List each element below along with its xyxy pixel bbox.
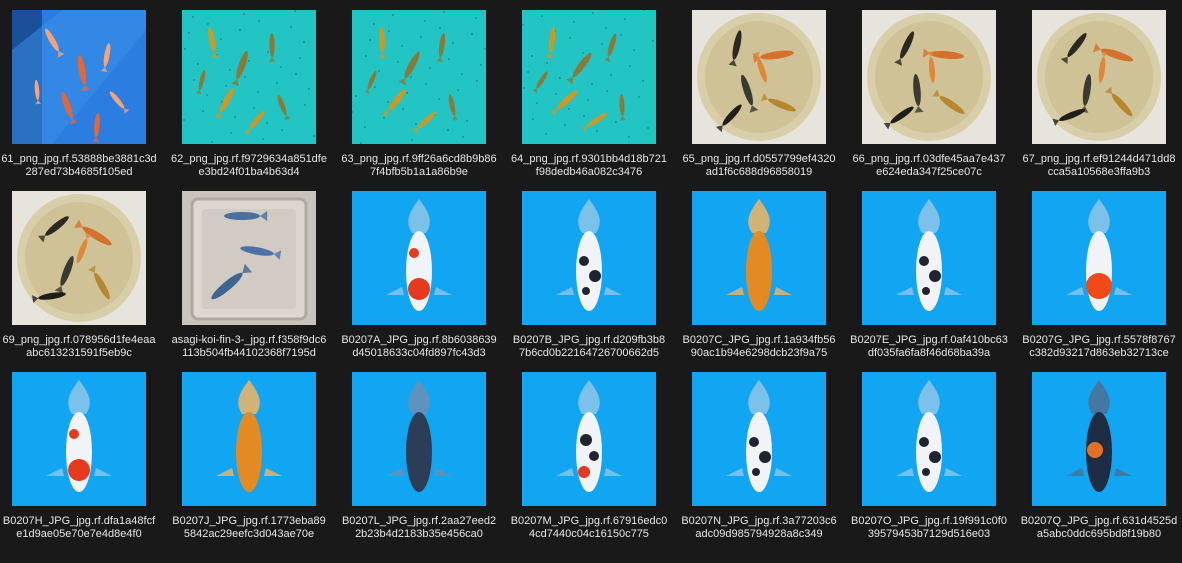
- file-tile[interactable]: B0207N_JPG_jpg.rf.3a77203c6adc09d9857949…: [680, 362, 850, 548]
- file-name-label[interactable]: B0207J_JPG_jpg.rf.1773eba895842ac29eefc3…: [172, 515, 326, 540]
- fish-bowl-thumbnail[interactable]: [862, 10, 996, 144]
- fish-tank-thumbnail[interactable]: [12, 10, 146, 144]
- file-tile[interactable]: 64_png_jpg.rf.9301bb4d18b721f98dedb46a08…: [510, 0, 680, 186]
- fish-bowl-thumbnail[interactable]: [12, 191, 146, 325]
- file-name-label[interactable]: 65_png_jpg.rf.d0557799ef4320ad1f6c688d96…: [682, 153, 836, 178]
- koi-thumbnail[interactable]: [1032, 191, 1166, 325]
- file-name-label[interactable]: 67_png_jpg.rf.ef91244d471dd8cca5a10568e3…: [1022, 153, 1176, 178]
- file-tile[interactable]: 63_png_jpg.rf.9ff26a6cd8b9b867f4bfb5b1a1…: [340, 0, 510, 186]
- file-tile[interactable]: 62_png_jpg.rf.f9729634a851dfee3bd24f01ba…: [170, 0, 340, 186]
- file-name-label[interactable]: B0207O_JPG_jpg.rf.19f991c0f039579453b712…: [851, 515, 1007, 540]
- file-name-label[interactable]: 62_png_jpg.rf.f9729634a851dfee3bd24f01ba…: [171, 153, 327, 178]
- file-tile[interactable]: asagi-koi-fin-3-_jpg.rf.f358f9dc6113b504…: [170, 181, 340, 367]
- koi-tub-thumbnail[interactable]: [182, 191, 316, 325]
- file-tile[interactable]: B0207A_JPG_jpg.rf.8b6038639d45018633c04f…: [340, 181, 510, 367]
- file-tile[interactable]: B0207C_JPG_jpg.rf.1a934fb5690ac1b94e6298…: [680, 181, 850, 367]
- file-tile[interactable]: B0207B_JPG_jpg.rf.d209fb3b87b6cd0b221647…: [510, 181, 680, 367]
- file-tile[interactable]: B0207M_JPG_jpg.rf.67916edc04cd7440c04c16…: [510, 362, 680, 548]
- koi-thumbnail[interactable]: [352, 372, 486, 506]
- koi-thumbnail[interactable]: [862, 191, 996, 325]
- file-tile[interactable]: B0207J_JPG_jpg.rf.1773eba895842ac29eefc3…: [170, 362, 340, 548]
- file-name-label[interactable]: 63_png_jpg.rf.9ff26a6cd8b9b867f4bfb5b1a1…: [341, 153, 497, 178]
- koi-thumbnail[interactable]: [1032, 372, 1166, 506]
- fish-pool-thumbnail[interactable]: [182, 10, 316, 144]
- file-tile[interactable]: B0207G_JPG_jpg.rf.5578f8767c382d93217d86…: [1020, 181, 1182, 367]
- file-name-label[interactable]: B0207Q_JPG_jpg.rf.631d4525da5abc0ddc695b…: [1020, 515, 1178, 540]
- file-tile[interactable]: 69_png_jpg.rf.078956d1fe4eaaabc613231591…: [0, 181, 170, 367]
- file-name-label[interactable]: 61_png_jpg.rf.53888be3881c3d287ed73b4685…: [1, 153, 157, 178]
- fish-pool-thumbnail[interactable]: [352, 10, 486, 144]
- file-name-label[interactable]: 64_png_jpg.rf.9301bb4d18b721f98dedb46a08…: [511, 153, 667, 178]
- koi-thumbnail[interactable]: [692, 191, 826, 325]
- file-tile[interactable]: B0207L_JPG_jpg.rf.2aa27eed22b23b4d2183b3…: [340, 362, 510, 548]
- file-name-label[interactable]: B0207B_JPG_jpg.rf.d209fb3b87b6cd0b221647…: [512, 334, 666, 359]
- file-name-label[interactable]: B0207L_JPG_jpg.rf.2aa27eed22b23b4d2183b3…: [341, 515, 497, 540]
- file-name-label[interactable]: asagi-koi-fin-3-_jpg.rf.f358f9dc6113b504…: [171, 334, 327, 359]
- file-tile[interactable]: 67_png_jpg.rf.ef91244d471dd8cca5a10568e3…: [1020, 0, 1182, 186]
- koi-thumbnail[interactable]: [522, 372, 656, 506]
- file-name-label[interactable]: B0207N_JPG_jpg.rf.3a77203c6adc09d9857949…: [681, 515, 837, 540]
- fish-pool-thumbnail[interactable]: [522, 10, 656, 144]
- fish-bowl-thumbnail[interactable]: [1032, 10, 1166, 144]
- file-tile[interactable]: B0207H_JPG_jpg.rf.dfa1a48fcfe1d9ae05e70e…: [0, 362, 170, 548]
- file-name-label[interactable]: B0207G_JPG_jpg.rf.5578f8767c382d93217d86…: [1022, 334, 1176, 359]
- file-tile[interactable]: 66_png_jpg.rf.03dfe45aa7e437e624eda347f2…: [850, 0, 1020, 186]
- koi-thumbnail[interactable]: [862, 372, 996, 506]
- file-name-label[interactable]: B0207M_JPG_jpg.rf.67916edc04cd7440c04c16…: [510, 515, 668, 540]
- file-name-label[interactable]: B0207H_JPG_jpg.rf.dfa1a48fcfe1d9ae05e70e…: [2, 515, 156, 540]
- file-tile[interactable]: 61_png_jpg.rf.53888be3881c3d287ed73b4685…: [0, 0, 170, 186]
- file-name-label[interactable]: 69_png_jpg.rf.078956d1fe4eaaabc613231591…: [2, 334, 156, 359]
- file-name-label[interactable]: 66_png_jpg.rf.03dfe45aa7e437e624eda347f2…: [852, 153, 1006, 178]
- koi-thumbnail[interactable]: [12, 372, 146, 506]
- file-tile[interactable]: B0207E_JPG_jpg.rf.0af410bc63df035fa6fa8f…: [850, 181, 1020, 367]
- fish-bowl-thumbnail[interactable]: [692, 10, 826, 144]
- file-name-label[interactable]: B0207A_JPG_jpg.rf.8b6038639d45018633c04f…: [341, 334, 497, 359]
- file-tile[interactable]: B0207Q_JPG_jpg.rf.631d4525da5abc0ddc695b…: [1020, 362, 1182, 548]
- koi-thumbnail[interactable]: [522, 191, 656, 325]
- file-tile[interactable]: 65_png_jpg.rf.d0557799ef4320ad1f6c688d96…: [680, 0, 850, 186]
- file-name-label[interactable]: B0207C_JPG_jpg.rf.1a934fb5690ac1b94e6298…: [682, 334, 836, 359]
- file-tile[interactable]: B0207O_JPG_jpg.rf.19f991c0f039579453b712…: [850, 362, 1020, 548]
- koi-thumbnail[interactable]: [352, 191, 486, 325]
- file-name-label[interactable]: B0207E_JPG_jpg.rf.0af410bc63df035fa6fa8f…: [850, 334, 1008, 359]
- koi-thumbnail[interactable]: [692, 372, 826, 506]
- koi-thumbnail[interactable]: [182, 372, 316, 506]
